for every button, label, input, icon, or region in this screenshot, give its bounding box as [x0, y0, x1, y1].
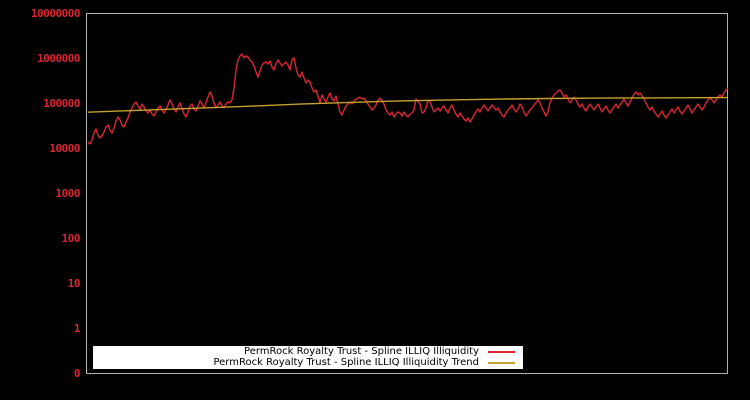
trend-line — [87, 96, 729, 113]
y-tick-label: 10 — [67, 276, 81, 290]
y-tick-label: 1000 — [55, 186, 81, 200]
legend: PermRock Royalty Trust - Spline ILLIQ Il… — [93, 346, 523, 369]
illiquidity-swatch-line — [488, 351, 515, 354]
legend-entry: PermRock Royalty Trust - Spline ILLIQ Il… — [93, 347, 515, 358]
y-tick-label: 1000000 — [37, 51, 80, 65]
y-tick-label: 100 — [61, 231, 81, 245]
legend-label: PermRock Royalty Trust - Spline ILLIQ Il… — [244, 346, 479, 358]
legend-label: PermRock Royalty Trust - Spline ILLIQ Il… — [213, 356, 479, 368]
y-tick-label: 10000000 — [31, 6, 80, 20]
trend-swatch-line — [488, 361, 515, 364]
legend-entry: PermRock Royalty Trust - Spline ILLIQ Il… — [93, 356, 515, 369]
y-tick-label: 100000 — [43, 96, 80, 110]
illiquidity-line — [87, 53, 729, 145]
plot-area — [86, 13, 728, 374]
y-tick-label: 0 — [73, 366, 81, 380]
y-tick-label: 10000 — [49, 141, 80, 155]
y-tick-label: 1 — [73, 321, 81, 335]
